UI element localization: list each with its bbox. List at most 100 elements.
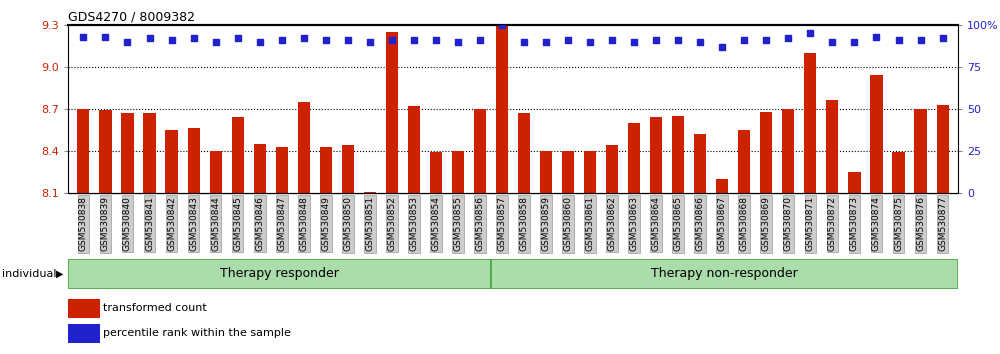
Point xyxy=(670,37,686,43)
Point xyxy=(75,34,91,39)
FancyBboxPatch shape xyxy=(68,259,491,289)
Text: GSM530855: GSM530855 xyxy=(453,196,462,251)
Bar xyxy=(320,147,332,193)
Point xyxy=(868,34,884,39)
Point xyxy=(252,39,268,45)
Text: GSM530843: GSM530843 xyxy=(189,196,198,251)
Point xyxy=(714,44,730,50)
Bar xyxy=(540,151,552,193)
Bar xyxy=(430,152,442,193)
Text: GSM530851: GSM530851 xyxy=(365,196,374,251)
Bar xyxy=(452,151,464,193)
Text: GSM530859: GSM530859 xyxy=(542,196,551,251)
Bar xyxy=(650,117,662,193)
Bar xyxy=(584,151,596,193)
Point xyxy=(318,37,334,43)
Point xyxy=(494,22,510,28)
Bar xyxy=(210,151,222,193)
Text: GDS4270 / 8009382: GDS4270 / 8009382 xyxy=(68,11,195,24)
Bar xyxy=(496,25,508,193)
Text: GSM530857: GSM530857 xyxy=(497,196,506,251)
Bar xyxy=(782,109,794,193)
Text: GSM530865: GSM530865 xyxy=(674,196,683,251)
Text: GSM530870: GSM530870 xyxy=(784,196,793,251)
Bar xyxy=(298,102,310,193)
Bar xyxy=(760,112,772,193)
Text: GSM530841: GSM530841 xyxy=(145,196,154,251)
Point xyxy=(516,39,532,45)
Bar xyxy=(188,129,200,193)
Point xyxy=(824,39,840,45)
Text: GSM530842: GSM530842 xyxy=(167,196,176,251)
Point xyxy=(142,35,158,41)
Point xyxy=(230,35,246,41)
Text: GSM530844: GSM530844 xyxy=(211,196,220,251)
Text: Therapy responder: Therapy responder xyxy=(220,268,339,280)
Text: GSM530838: GSM530838 xyxy=(79,196,88,251)
Point xyxy=(450,39,466,45)
Point xyxy=(935,35,951,41)
Point xyxy=(648,37,664,43)
Text: GSM530862: GSM530862 xyxy=(608,196,617,251)
Text: percentile rank within the sample: percentile rank within the sample xyxy=(103,329,291,338)
Text: GSM530845: GSM530845 xyxy=(233,196,242,251)
Bar xyxy=(937,105,949,193)
Text: Therapy non-responder: Therapy non-responder xyxy=(651,268,798,280)
Text: GSM530849: GSM530849 xyxy=(321,196,330,251)
Point xyxy=(428,37,444,43)
Point xyxy=(97,34,113,39)
Text: GSM530852: GSM530852 xyxy=(387,196,396,251)
Text: GSM530848: GSM530848 xyxy=(299,196,308,251)
Text: GSM530850: GSM530850 xyxy=(343,196,352,251)
Point xyxy=(362,39,378,45)
Bar xyxy=(77,109,89,193)
Text: GSM530877: GSM530877 xyxy=(938,196,947,251)
Text: GSM530872: GSM530872 xyxy=(828,196,837,251)
Text: GSM530874: GSM530874 xyxy=(872,196,881,251)
Point xyxy=(582,39,598,45)
Bar xyxy=(68,299,100,318)
Bar xyxy=(386,32,398,193)
Bar xyxy=(474,109,486,193)
Text: GSM530860: GSM530860 xyxy=(564,196,573,251)
Text: GSM530861: GSM530861 xyxy=(586,196,595,251)
Point xyxy=(472,37,488,43)
Bar xyxy=(716,179,728,193)
Text: transformed count: transformed count xyxy=(103,303,207,313)
Point xyxy=(891,37,907,43)
Bar xyxy=(892,152,905,193)
Text: GSM530840: GSM530840 xyxy=(123,196,132,251)
Text: individual: individual xyxy=(2,269,56,279)
Bar xyxy=(68,324,100,343)
Point xyxy=(736,37,752,43)
Point xyxy=(274,37,290,43)
Text: GSM530854: GSM530854 xyxy=(431,196,440,251)
Point xyxy=(560,37,576,43)
Point xyxy=(846,39,862,45)
Point xyxy=(186,35,202,41)
Bar xyxy=(606,145,618,193)
Text: GSM530873: GSM530873 xyxy=(850,196,859,251)
Bar xyxy=(738,130,750,193)
Text: GSM530856: GSM530856 xyxy=(475,196,484,251)
Bar xyxy=(914,109,927,193)
Bar xyxy=(826,101,838,193)
Text: GSM530871: GSM530871 xyxy=(806,196,815,251)
Bar xyxy=(628,123,640,193)
Point xyxy=(164,37,180,43)
Point xyxy=(626,39,642,45)
Bar xyxy=(672,116,684,193)
Bar xyxy=(562,151,574,193)
Text: GSM530863: GSM530863 xyxy=(630,196,639,251)
Point xyxy=(758,37,774,43)
Bar xyxy=(232,117,244,193)
Bar xyxy=(694,134,706,193)
Bar xyxy=(408,106,420,193)
Text: GSM530876: GSM530876 xyxy=(916,196,925,251)
Text: GSM530846: GSM530846 xyxy=(255,196,264,251)
Point xyxy=(538,39,554,45)
Bar xyxy=(99,110,112,193)
Point xyxy=(406,37,422,43)
Point xyxy=(780,35,796,41)
Point xyxy=(913,37,929,43)
